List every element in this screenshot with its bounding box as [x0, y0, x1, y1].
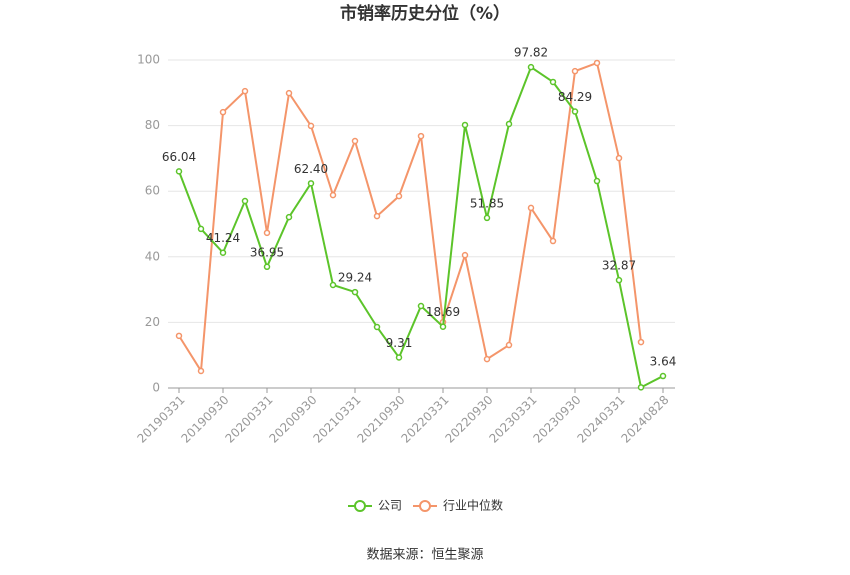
legend-marker [419, 500, 431, 512]
data-label: 84.29 [558, 90, 592, 104]
legend-label: 行业中位数 [443, 498, 503, 513]
point [241, 197, 249, 205]
data-label: 62.40 [294, 162, 328, 176]
point [527, 63, 535, 71]
point [571, 108, 579, 115]
series-line [178, 61, 642, 375]
point [307, 180, 315, 187]
point [615, 276, 623, 284]
data-label: 66.04 [162, 150, 196, 164]
point [417, 302, 425, 310]
legend-marker [354, 500, 366, 512]
point [329, 191, 337, 199]
point [285, 89, 293, 97]
x-tick-label: 20240828 [619, 393, 672, 446]
point [637, 338, 645, 346]
point [263, 229, 271, 237]
point [439, 323, 447, 330]
point [307, 122, 315, 130]
legend-label: 公司 [378, 499, 402, 513]
y-tick-label: 60 [145, 184, 160, 198]
point [593, 177, 601, 185]
data-label: 32.87 [602, 259, 636, 273]
point [241, 87, 249, 95]
point [395, 192, 403, 200]
point [505, 120, 513, 128]
point [373, 212, 381, 220]
point [483, 214, 491, 222]
point [351, 137, 359, 145]
series-line [178, 65, 664, 389]
point [395, 354, 403, 361]
data-label: 3.64 [650, 355, 677, 369]
point [219, 108, 227, 116]
point [527, 204, 535, 212]
point [197, 367, 205, 375]
point [175, 332, 183, 340]
data-label: 97.82 [514, 46, 548, 60]
data-label: 18.69 [426, 305, 460, 319]
point [417, 132, 425, 140]
data-label: 9.31 [386, 336, 413, 350]
source: 数据来源：恒生聚源 [366, 548, 483, 563]
point [483, 355, 491, 363]
point [351, 288, 359, 296]
y-tick-label: 20 [145, 315, 160, 329]
y-tick-label: 80 [145, 118, 160, 132]
point [637, 384, 645, 391]
point [175, 168, 183, 175]
y-tick-label: 40 [145, 249, 160, 263]
chart-title: 市销率历史分位（%） [340, 3, 510, 24]
point [659, 372, 667, 380]
point [571, 67, 579, 75]
data-label: 41.24 [206, 231, 240, 245]
y-tick-label: 100 [137, 53, 160, 67]
point [461, 121, 469, 129]
point [505, 341, 513, 349]
y-tick-label: 0 [152, 381, 160, 395]
point [549, 78, 557, 86]
point [219, 249, 227, 256]
point [461, 251, 469, 259]
data-label: 36.95 [250, 245, 284, 259]
point [263, 263, 271, 271]
point [285, 213, 293, 221]
data-label: 29.24 [338, 271, 372, 285]
point [329, 281, 337, 289]
point [373, 323, 381, 331]
point [593, 59, 601, 67]
point [615, 154, 623, 162]
data-label: 51.85 [470, 196, 504, 210]
point [197, 225, 205, 233]
point [549, 237, 557, 245]
